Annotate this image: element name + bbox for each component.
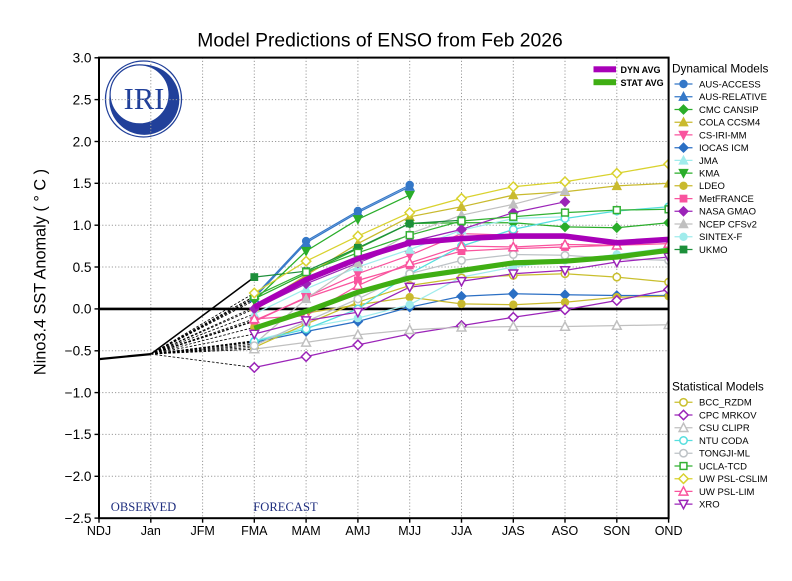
svg-text:CSU CLIPR: CSU CLIPR [699,423,750,434]
svg-text:ASO: ASO [552,524,579,538]
svg-text:BCC_RZDM: BCC_RZDM [699,398,752,409]
svg-text:SON: SON [603,524,630,538]
svg-text:CPC MRKOV: CPC MRKOV [699,410,757,421]
svg-text:JFM: JFM [190,524,214,538]
svg-text:MJJ: MJJ [398,524,421,538]
svg-text:FMA: FMA [241,524,268,538]
svg-text:NASA GMAO: NASA GMAO [699,207,756,218]
svg-text:STAT AVG: STAT AVG [621,78,664,88]
svg-text:Nino3.4 SST Anomaly ( ° C ): Nino3.4 SST Anomaly ( ° C ) [32,169,50,375]
svg-text:CMC CANSIP: CMC CANSIP [699,105,759,116]
svg-text:Model Predictions of ENSO from: Model Predictions of ENSO from Feb 2026 [197,31,562,52]
svg-text:DYN AVG: DYN AVG [621,65,661,75]
svg-text:NDJ: NDJ [87,524,111,538]
svg-text:SINTEX-F: SINTEX-F [699,232,742,243]
svg-text:0.5: 0.5 [73,260,92,275]
svg-text:−2.0: −2.0 [65,469,92,484]
svg-text:JAS: JAS [502,524,525,538]
svg-text:2.0: 2.0 [73,134,92,149]
svg-text:MetFRANCE: MetFRANCE [699,194,754,205]
svg-text:OND: OND [655,524,683,538]
svg-text:IOCAS ICM: IOCAS ICM [699,143,749,154]
svg-text:XRO: XRO [699,500,720,511]
svg-text:AMJ: AMJ [345,524,370,538]
svg-text:UW PSL-CSLIM: UW PSL-CSLIM [699,474,768,485]
svg-text:−1.5: −1.5 [65,427,92,442]
svg-text:−2.5: −2.5 [65,511,92,526]
svg-text:LDEO: LDEO [699,181,725,192]
svg-text:1.0: 1.0 [73,218,92,233]
svg-text:CS-IRI-MM: CS-IRI-MM [699,130,747,141]
svg-text:Dynamical Models: Dynamical Models [672,62,768,76]
svg-text:−1.0: −1.0 [65,385,92,400]
svg-text:TONGJI-ML: TONGJI-ML [699,449,750,460]
svg-text:Jan: Jan [141,524,161,538]
svg-text:COLA CCSM4: COLA CCSM4 [699,118,760,129]
svg-text:OBSERVED: OBSERVED [111,500,176,514]
svg-text:JMA: JMA [699,156,719,167]
svg-text:Statistical Models: Statistical Models [672,380,764,394]
svg-text:MAM: MAM [292,524,321,538]
svg-text:AUS-RELATIVE: AUS-RELATIVE [699,92,767,103]
svg-text:1.5: 1.5 [73,176,92,191]
svg-text:−0.5: −0.5 [65,344,92,359]
svg-text:NCEP CFSv2: NCEP CFSv2 [699,219,757,230]
svg-text:NTU CODA: NTU CODA [699,436,749,447]
svg-text:3.0: 3.0 [73,51,92,66]
svg-text:FORECAST: FORECAST [253,500,318,514]
svg-text:0.0: 0.0 [73,302,92,317]
svg-text:UKMO: UKMO [699,245,728,256]
svg-text:2.5: 2.5 [73,92,92,107]
svg-text:UW PSL-LIM: UW PSL-LIM [699,487,755,498]
svg-text:UCLA-TCD: UCLA-TCD [699,461,747,472]
svg-text:AUS-ACCESS: AUS-ACCESS [699,79,761,90]
svg-text:KMA: KMA [699,169,720,180]
svg-text:JJA: JJA [451,524,473,538]
svg-text:IRI: IRI [124,82,165,116]
